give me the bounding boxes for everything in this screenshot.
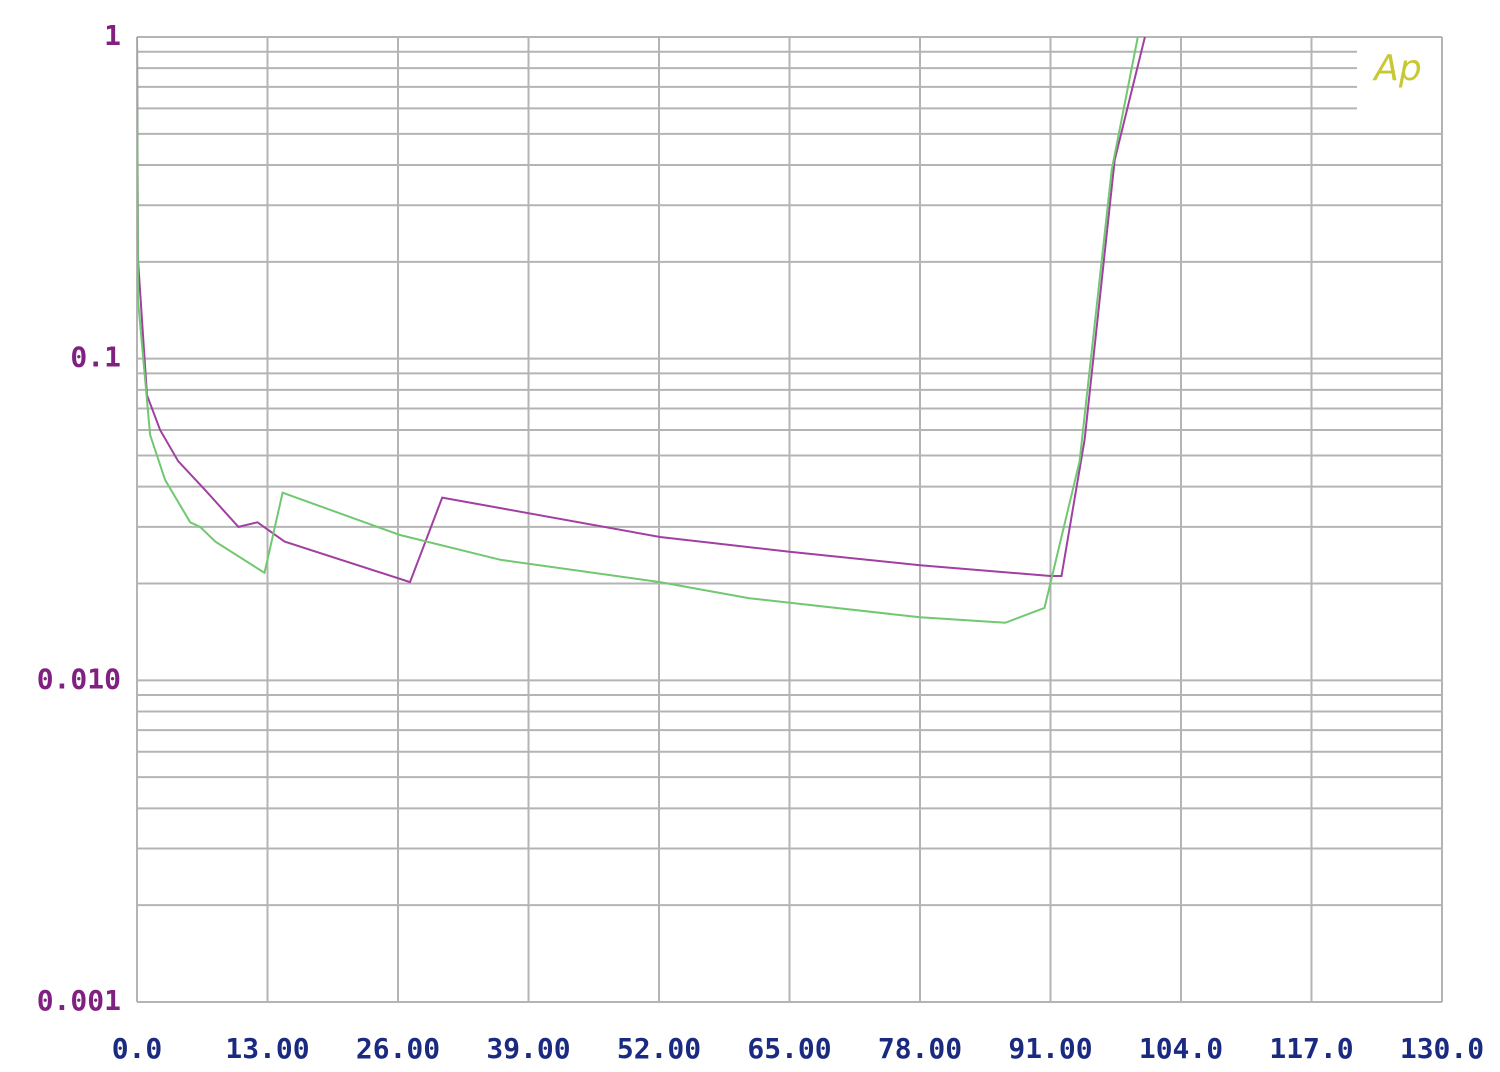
x-tick-label: 0.0 [112, 1032, 163, 1065]
x-tick-label: 104.0 [1139, 1032, 1223, 1065]
x-tick-label: 13.00 [225, 1032, 309, 1065]
y-tick-label: 0.001 [37, 984, 121, 1017]
x-tick-label: 78.00 [878, 1032, 962, 1065]
logo: Ap [1372, 48, 1421, 89]
x-tick-label: 117.0 [1269, 1032, 1353, 1065]
plot-area [137, 37, 1146, 624]
x-tick-label: 26.00 [356, 1032, 440, 1065]
y-tick-label: 0.010 [37, 662, 121, 695]
y-tick-label: 1 [104, 19, 121, 52]
data-line [137, 37, 1146, 584]
x-tick-label: 52.00 [617, 1032, 701, 1065]
x-tick-label: 39.00 [486, 1032, 570, 1065]
data-line [137, 37, 1139, 624]
x-tick-label: 130.0 [1400, 1032, 1484, 1065]
y-tick-label: 0.1 [70, 341, 121, 374]
x-tick-label: 91.00 [1008, 1032, 1092, 1065]
x-tick-label: 65.00 [747, 1032, 831, 1065]
grid [136, 36, 1443, 1003]
